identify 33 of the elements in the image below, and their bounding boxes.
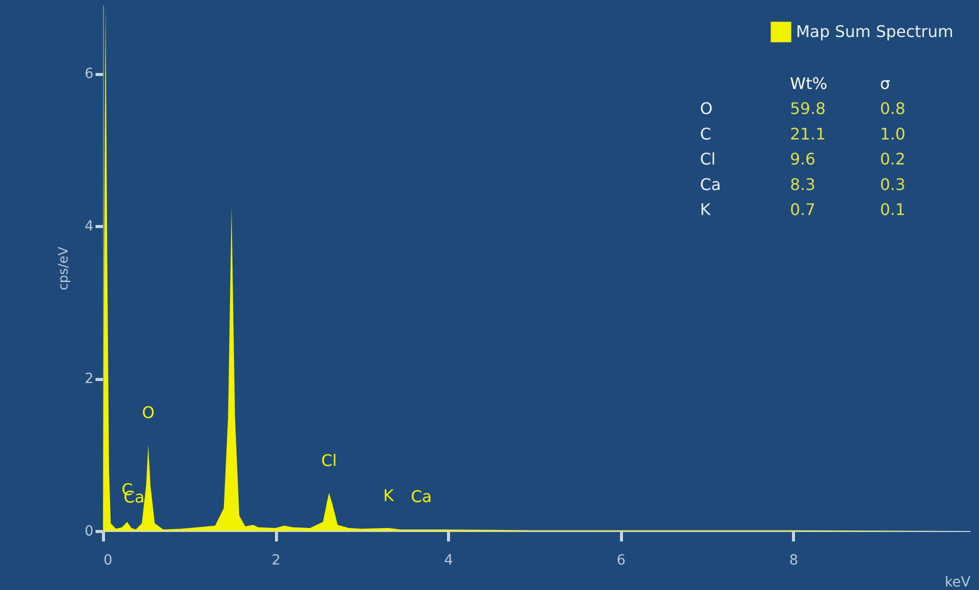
category-label: O (700, 99, 713, 118)
x-tick-label: 2 (272, 552, 280, 568)
data-label: 0.2 (880, 150, 906, 169)
annotation: K (383, 486, 394, 505)
data-label: 0.3 (880, 174, 906, 194)
data-label: 59.8 (790, 99, 826, 118)
data-label: 8.3 (790, 174, 816, 194)
annotation: Cl (321, 450, 337, 470)
category-label: Ca (700, 174, 721, 194)
y-tick-label: 2 (84, 371, 94, 388)
category-label: Cl (700, 150, 716, 169)
y-axis-title: cps/eV (56, 246, 72, 290)
legend-label: Map Sum Spectrum (796, 22, 954, 41)
x-tick-label: 8 (789, 552, 798, 568)
data-label: 0.7 (790, 200, 816, 219)
x-tick-label: 0 (104, 552, 112, 568)
data-label: 9.6 (790, 150, 816, 169)
text: Wt% (790, 74, 828, 93)
text: σ (880, 74, 890, 93)
annotation: O (142, 402, 155, 422)
y-tick-label: 6 (84, 66, 94, 82)
category-label: C (700, 124, 712, 144)
data-label: 1.0 (880, 124, 906, 144)
y-tick-label: 0 (84, 524, 94, 540)
data-label: 21.1 (790, 124, 826, 144)
x-axis-title: keV (944, 574, 971, 590)
data-label: 0.8 (880, 99, 906, 118)
annotation: Ca (410, 487, 432, 506)
category-label: K (700, 200, 711, 219)
y-tick-label: 4 (84, 218, 94, 235)
x-tick-label: 6 (616, 552, 626, 568)
x-tick-label: 4 (444, 552, 454, 568)
data-label: 0.1 (880, 200, 906, 219)
